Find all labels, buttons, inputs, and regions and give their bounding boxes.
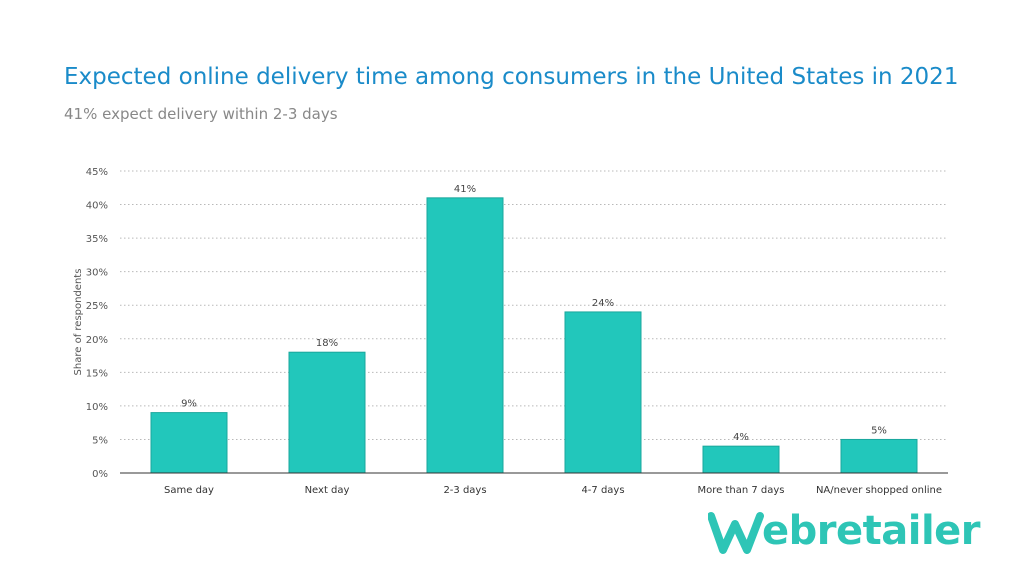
y-tick-label: 40% [86, 201, 108, 212]
y-tick-label: 5% [92, 435, 108, 446]
y-tick-label: 15% [86, 368, 108, 379]
x-tick-label: 2-3 days [443, 485, 486, 496]
y-tick-labels: 0% 5% 10% 15% 20% 25% 30% 35% 40% 45% [86, 167, 108, 480]
x-tick-label: Next day [305, 485, 350, 496]
bar [288, 351, 366, 474]
bars [150, 197, 918, 474]
webretailer-logo: ebretailer [708, 506, 981, 562]
logo-w-icon [708, 512, 764, 554]
data-label: 9% [181, 399, 197, 410]
bar [840, 438, 918, 474]
bar [564, 311, 642, 474]
value-labels: 9% 18% 41% 24% 4% 5% [181, 184, 887, 443]
data-label: 41% [454, 184, 476, 195]
bar [426, 197, 504, 474]
y-tick-label: 30% [86, 268, 108, 279]
x-tick-label: More than 7 days [697, 485, 784, 496]
bar [150, 412, 228, 474]
logo-text: ebretailer [762, 508, 981, 554]
chart-title: Expected online delivery time among cons… [64, 64, 959, 90]
bar [702, 445, 780, 474]
data-label: 4% [733, 432, 749, 443]
y-tick-label: 0% [92, 469, 108, 480]
y-tick-label: 20% [86, 335, 108, 346]
x-tick-label: NA/never shopped online [816, 485, 942, 496]
y-tick-label: 10% [86, 402, 108, 413]
grid-lines [120, 170, 948, 440]
y-tick-label: 35% [86, 234, 108, 245]
chart-subtitle: 41% expect delivery within 2-3 days [64, 105, 338, 123]
x-tick-label: Same day [164, 485, 214, 496]
data-label: 24% [592, 298, 614, 309]
y-tick-label: 45% [86, 167, 108, 178]
data-label: 18% [316, 338, 338, 349]
y-axis-label: Share of respondents [73, 269, 84, 376]
y-tick-label: 25% [86, 301, 108, 312]
x-tick-labels: Same day Next day 2-3 days 4-7 days More tha… [164, 485, 942, 496]
data-label: 5% [871, 425, 887, 436]
x-tick-label: 4-7 days [581, 485, 624, 496]
